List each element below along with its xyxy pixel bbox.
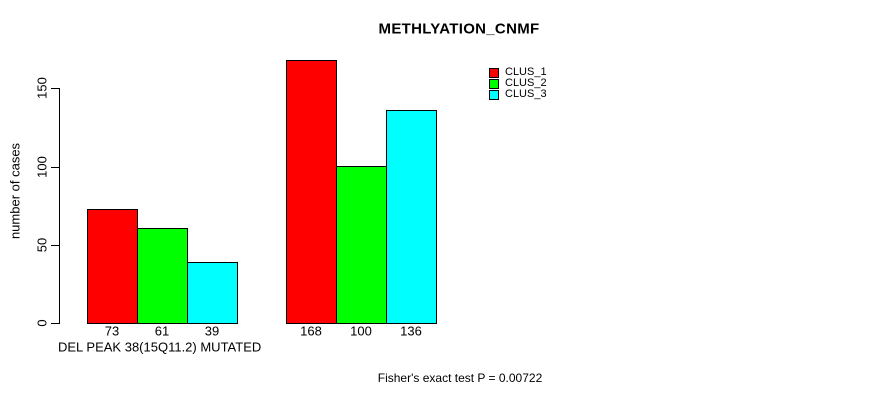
bar-value-clus_1-group1: 73 (104, 323, 120, 339)
y-tick-label-0: 0 (34, 319, 50, 327)
bar-value-clus_3-group1: 39 (204, 323, 220, 339)
y-tick-label-100: 100 (34, 155, 50, 178)
y-axis-title: number of cases (7, 142, 23, 240)
legend-label-clus_2: CLUS_2 (505, 77, 547, 89)
legend: CLUS_1 CLUS_2 CLUS_3 (489, 67, 547, 100)
bar-clus_3-group1 (187, 262, 238, 324)
x-axis-group-label: DEL PEAK 38(15Q11.2) MUTATED (58, 339, 262, 355)
y-tick-label-150: 150 (34, 77, 50, 100)
legend-row-clus_2: CLUS_2 (489, 78, 547, 89)
y-tick-100 (51, 166, 59, 168)
bar-clus_2-group1 (137, 228, 188, 324)
bar-clus_2-group2 (336, 166, 387, 324)
bar-clus_1-group1 (87, 209, 138, 324)
legend-row-clus_1: CLUS_1 (489, 67, 547, 78)
bar-value-clus_3-group2: 136 (400, 323, 422, 339)
legend-label-clus_3: CLUS_3 (505, 88, 547, 100)
legend-swatch-clus_1 (489, 67, 499, 78)
y-tick-50 (51, 244, 59, 246)
chart-title: METHLYATION_CNMF (378, 20, 540, 38)
legend-swatch-clus_2 (489, 78, 499, 89)
bar-clus_3-group2 (386, 110, 437, 324)
legend-swatch-clus_3 (489, 89, 499, 100)
legend-label-clus_1: CLUS_1 (505, 66, 547, 78)
y-axis-line (59, 88, 60, 324)
y-tick-label-50: 50 (34, 237, 50, 252)
y-tick-150 (51, 88, 59, 90)
bar-clus_1-group2 (286, 60, 337, 324)
bar-value-clus_1-group2: 168 (300, 323, 322, 339)
y-tick-0 (51, 323, 59, 324)
stats-annotation: Fisher's exact test P = 0.00722 (377, 371, 543, 385)
legend-row-clus_3: CLUS_3 (489, 89, 547, 100)
bar-value-clus_2-group1: 61 (154, 323, 170, 339)
bar-value-clus_2-group2: 100 (350, 323, 372, 339)
